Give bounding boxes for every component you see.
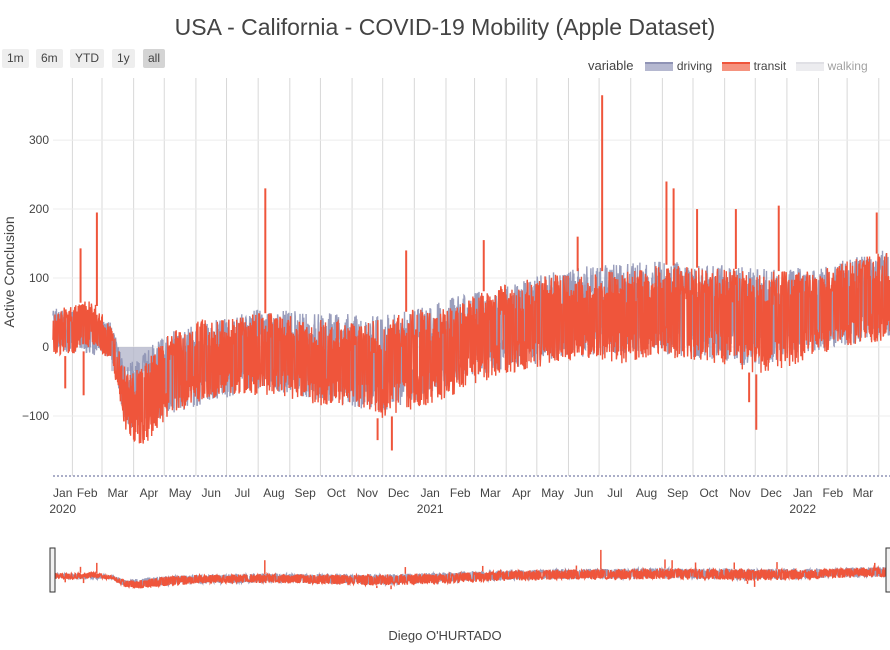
y-axis: −100 0 100 200 300 bbox=[22, 133, 49, 423]
x-tick-label: Jan bbox=[53, 486, 72, 500]
range-slider-background bbox=[52, 547, 889, 593]
series-transit bbox=[52, 95, 890, 451]
range-slider[interactable] bbox=[49, 547, 890, 593]
legend-item-walking[interactable]: walking bbox=[795, 59, 868, 73]
x-tick-label: Sep bbox=[294, 486, 316, 500]
x-tick-label: Feb bbox=[77, 486, 98, 500]
range-slider-handle-right[interactable] bbox=[885, 547, 890, 593]
x-tick-label: Aug bbox=[636, 486, 657, 500]
legend-swatch-transit bbox=[721, 62, 750, 72]
x-tick-label: Jul bbox=[235, 486, 250, 500]
x-year-label: 2020 bbox=[49, 502, 76, 516]
x-tick-label: Mar bbox=[480, 486, 501, 500]
x-year-label: 2022 bbox=[789, 502, 816, 516]
range-button-ytd[interactable]: YTD bbox=[70, 49, 104, 68]
legend-title: variable bbox=[588, 58, 634, 73]
legend-item-transit[interactable]: transit bbox=[721, 59, 787, 73]
x-tick-label: Nov bbox=[729, 486, 750, 500]
x-tick-label: Dec bbox=[388, 486, 409, 500]
driving-area-fill bbox=[111, 347, 154, 372]
x-tick-label: Jun bbox=[574, 486, 593, 500]
x-tick-label: Jun bbox=[202, 486, 221, 500]
series-driving bbox=[52, 565, 889, 588]
range-button-1m[interactable]: 1m bbox=[2, 49, 29, 68]
legend-label-driving: driving bbox=[676, 59, 713, 73]
x-tick-label: Feb bbox=[450, 486, 471, 500]
x-tick-label: Jul bbox=[607, 486, 622, 500]
range-button-all[interactable]: all bbox=[143, 49, 166, 68]
main-plot-area bbox=[52, 78, 890, 476]
y-tick-label: −100 bbox=[22, 409, 49, 423]
y-tick-label: 200 bbox=[29, 202, 49, 216]
legend-label-transit: transit bbox=[753, 59, 787, 73]
x-tick-label: Oct bbox=[699, 486, 718, 500]
x-tick-label: Jan bbox=[793, 486, 812, 500]
x-tick-label: May bbox=[169, 486, 192, 500]
x-tick-label: Mar bbox=[107, 486, 128, 500]
range-slider-handle-left[interactable] bbox=[49, 547, 56, 593]
chart-title: USA - California - COVID-19 Mobility (Ap… bbox=[174, 14, 716, 40]
legend-label-walking: walking bbox=[827, 59, 868, 73]
x-tick-label: Aug bbox=[263, 486, 284, 500]
series-driving bbox=[52, 250, 890, 428]
series-transit bbox=[52, 549, 889, 590]
x-tick-label: Feb bbox=[822, 486, 843, 500]
y-tick-label: 0 bbox=[42, 340, 49, 354]
y-tick-label: 100 bbox=[29, 271, 49, 285]
legend-item-driving[interactable]: driving bbox=[644, 59, 713, 73]
x-tick-label: Apr bbox=[140, 486, 159, 500]
range-button-1y[interactable]: 1y bbox=[112, 49, 135, 68]
x-tick-label: Nov bbox=[357, 486, 378, 500]
x-tick-label: Mar bbox=[853, 486, 874, 500]
y-tick-label: 300 bbox=[29, 133, 49, 147]
y-axis-title: Active Conclusion bbox=[1, 216, 17, 327]
x-tick-label: Jan bbox=[420, 486, 439, 500]
x-axis: Jan Feb Mar Apr May Jun Jul Aug Sep Oct Nov Dec Jan F… bbox=[49, 475, 890, 516]
legend-swatch-driving bbox=[644, 62, 673, 72]
x-tick-label: Apr bbox=[512, 486, 531, 500]
legend-swatch-walking bbox=[795, 62, 824, 72]
x-year-label: 2021 bbox=[417, 502, 444, 516]
x-tick-label: Oct bbox=[327, 486, 346, 500]
x-tick-label: May bbox=[541, 486, 564, 500]
x-tick-label: Dec bbox=[760, 486, 781, 500]
legend: variable driving transit walking bbox=[588, 58, 874, 73]
range-button-6m[interactable]: 6m bbox=[36, 49, 63, 68]
x-tick-label: Sep bbox=[667, 486, 689, 500]
credit-label: Diego O'HURTADO bbox=[388, 628, 502, 643]
